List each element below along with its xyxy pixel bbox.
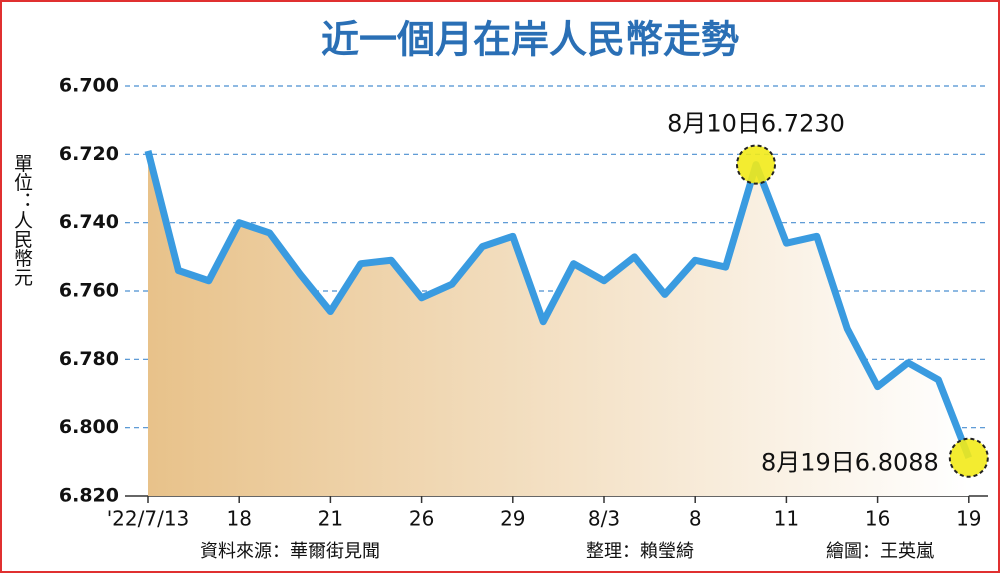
x-tick-label: 21	[318, 507, 343, 531]
highlight-marker	[948, 437, 989, 478]
x-tick-label: '22/7/13	[107, 507, 190, 531]
editor-note: 整理：賴瑩綺	[586, 541, 694, 562]
y-tick-label: 6.700	[59, 75, 119, 97]
x-tick-label: 16	[865, 507, 890, 531]
annotation: 8月19日6.8088	[761, 449, 939, 477]
x-tick-label: 29	[500, 507, 525, 531]
annotation: 8月10日6.7230	[667, 110, 845, 138]
y-tick-label: 6.740	[59, 211, 119, 233]
highlight-marker	[736, 144, 776, 185]
x-tick-label: 18	[226, 507, 251, 531]
x-tick-label: 11	[774, 507, 799, 531]
y-tick-label: 6.760	[59, 280, 119, 302]
x-tick-label: 8/3	[588, 507, 620, 531]
source-note: 資料來源：華爾街見聞	[200, 541, 380, 562]
y-tick-label: 6.800	[59, 416, 119, 438]
chart-title: 近一個月在岸人民幣走勢	[321, 18, 739, 62]
y-tick-label: 6.820	[59, 485, 119, 507]
y-tick-label: 6.780	[59, 348, 119, 370]
artist-note: 繪圖：王英嵐	[826, 541, 934, 562]
x-tick-label: 8	[689, 507, 702, 531]
y-axis-label: 單位：人民幣元	[11, 154, 33, 287]
x-tick-label: 26	[409, 507, 434, 531]
line	[144, 150, 973, 460]
x-tick-label: 19	[956, 507, 981, 531]
y-tick-label: 6.720	[59, 143, 119, 165]
area	[148, 150, 969, 496]
